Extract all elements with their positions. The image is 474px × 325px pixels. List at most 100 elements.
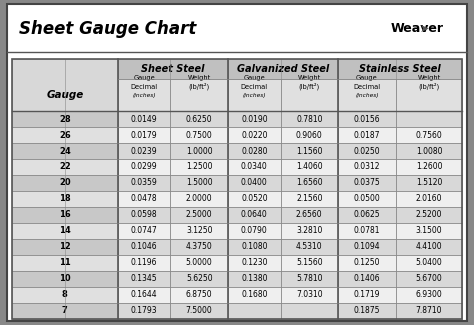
Bar: [12, 223, 118, 239]
Bar: [281, 207, 338, 223]
Bar: [12, 58, 462, 318]
Text: 0.0747: 0.0747: [131, 226, 157, 235]
Bar: [170, 271, 228, 287]
Text: 8: 8: [62, 290, 68, 299]
Text: 2.5000: 2.5000: [186, 210, 212, 219]
Text: Decimal: Decimal: [241, 84, 268, 90]
Text: 0.0299: 0.0299: [131, 162, 157, 172]
Text: 0.1046: 0.1046: [131, 242, 157, 251]
Bar: [118, 303, 170, 318]
Bar: [12, 191, 118, 207]
Bar: [228, 255, 281, 271]
Bar: [118, 255, 170, 271]
Text: 0.1406: 0.1406: [354, 274, 380, 283]
Bar: [228, 175, 281, 191]
Bar: [118, 58, 228, 79]
Text: Galvanized Steel: Galvanized Steel: [237, 64, 329, 74]
Bar: [118, 239, 170, 255]
Bar: [228, 207, 281, 223]
Text: 16: 16: [59, 210, 71, 219]
Text: 7.5000: 7.5000: [186, 306, 212, 315]
Text: 1.2500: 1.2500: [186, 162, 212, 172]
Bar: [338, 303, 396, 318]
Bar: [12, 111, 118, 127]
Text: 5.0400: 5.0400: [416, 258, 442, 267]
Bar: [396, 303, 462, 318]
Text: 5.1560: 5.1560: [296, 258, 323, 267]
Text: 18: 18: [59, 194, 71, 203]
Text: 1.5120: 1.5120: [416, 178, 442, 188]
Bar: [281, 271, 338, 287]
Bar: [12, 58, 118, 111]
Bar: [396, 223, 462, 239]
Text: (inches): (inches): [243, 93, 266, 98]
Bar: [228, 58, 338, 79]
Text: 1.1560: 1.1560: [296, 147, 322, 156]
Bar: [338, 239, 396, 255]
Bar: [228, 287, 281, 303]
Bar: [228, 127, 281, 143]
Bar: [338, 143, 396, 159]
Bar: [12, 143, 118, 159]
Text: Gauge: Gauge: [46, 90, 83, 100]
Bar: [281, 79, 338, 111]
Bar: [12, 255, 118, 271]
Bar: [228, 191, 281, 207]
Bar: [170, 207, 228, 223]
Text: (lb/ft²): (lb/ft²): [299, 83, 320, 90]
Bar: [170, 111, 228, 127]
Text: 28: 28: [59, 115, 71, 124]
Bar: [281, 303, 338, 318]
Bar: [118, 271, 170, 287]
Bar: [281, 175, 338, 191]
Bar: [118, 111, 170, 127]
Bar: [281, 255, 338, 271]
Bar: [118, 175, 170, 191]
Text: 7: 7: [62, 306, 68, 315]
Bar: [338, 111, 396, 127]
Text: 2.0000: 2.0000: [186, 194, 212, 203]
Text: 0.0190: 0.0190: [241, 115, 268, 124]
Text: 0.0640: 0.0640: [241, 210, 268, 219]
Text: 0.1793: 0.1793: [131, 306, 157, 315]
Text: 1.6560: 1.6560: [296, 178, 323, 188]
Bar: [170, 287, 228, 303]
Bar: [170, 79, 228, 111]
Text: 1.5000: 1.5000: [186, 178, 212, 188]
Bar: [228, 239, 281, 255]
Bar: [338, 79, 396, 111]
Bar: [396, 143, 462, 159]
Bar: [170, 223, 228, 239]
Bar: [281, 143, 338, 159]
Text: 0.0179: 0.0179: [131, 131, 157, 139]
Text: 7.0310: 7.0310: [296, 290, 323, 299]
Bar: [338, 175, 396, 191]
Text: 0.0280: 0.0280: [241, 147, 268, 156]
Text: 0.0478: 0.0478: [131, 194, 157, 203]
Bar: [118, 159, 170, 175]
Text: 0.1875: 0.1875: [354, 306, 380, 315]
Text: (lb/ft²): (lb/ft²): [189, 83, 210, 90]
Bar: [396, 239, 462, 255]
Bar: [338, 287, 396, 303]
Text: 2.6560: 2.6560: [296, 210, 323, 219]
Bar: [396, 175, 462, 191]
Text: ➤: ➤: [419, 24, 429, 33]
Text: 20: 20: [59, 178, 71, 188]
Text: Gauge: Gauge: [133, 75, 155, 81]
Bar: [338, 191, 396, 207]
Text: 0.0156: 0.0156: [354, 115, 380, 124]
Bar: [12, 159, 118, 175]
Text: 0.9060: 0.9060: [296, 131, 323, 139]
Bar: [281, 191, 338, 207]
Text: Gauge: Gauge: [244, 75, 265, 81]
Text: 5.7810: 5.7810: [296, 274, 322, 283]
Bar: [118, 191, 170, 207]
Bar: [228, 111, 281, 127]
Text: 0.1080: 0.1080: [241, 242, 268, 251]
Bar: [281, 287, 338, 303]
Text: 0.0598: 0.0598: [131, 210, 157, 219]
Text: 0.1196: 0.1196: [131, 258, 157, 267]
Bar: [118, 143, 170, 159]
Text: Gauge: Gauge: [356, 75, 378, 81]
